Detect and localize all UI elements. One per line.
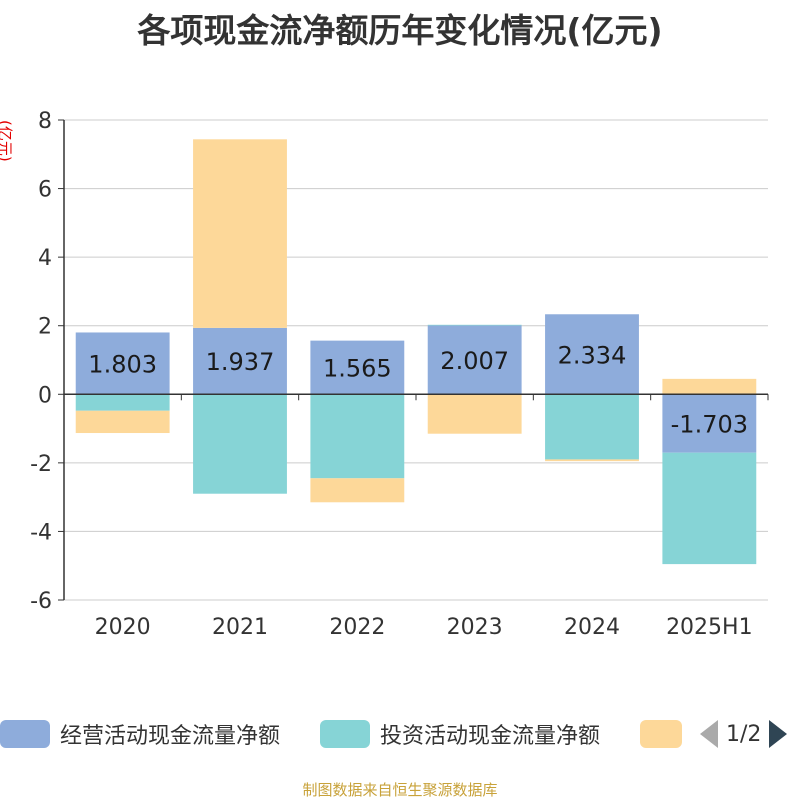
x-tick-label: 2025H1 [666,615,753,640]
bar-2020-series-0 [75,332,170,395]
bar-2025H1-series-2 [662,378,757,395]
legend-swatch-investing [320,720,370,748]
bar-2024-series-2 [545,459,639,462]
bar-2021-series-0 [193,327,287,395]
y-tick-label: 4 [38,246,52,271]
data-label-2021: 1.937 [206,348,275,376]
bar-2025H1-series-1 [662,452,757,565]
legend-next-icon[interactable] [769,720,788,748]
legend-item-operating[interactable]: 经营活动现金流量净额 [0,716,280,752]
y-tick-label: -4 [30,520,52,545]
bar-series [75,139,757,565]
legend-label-operating: 经营活动现金流量净额 [60,724,281,749]
bar-2022-series-2 [310,478,405,503]
y-tick-label: -6 [30,589,52,614]
data-label-2025H1: -1.703 [671,410,748,438]
data-label-2022: 1.565 [323,354,392,382]
data-labels: 1.803 1.937 1.565 2.007 2.334 -1.703 [88,341,748,438]
grid-lines [64,119,768,601]
data-label-2023: 2.007 [440,347,509,375]
bar-2023-series-1 [427,324,522,326]
y-tick-label: 6 [38,178,52,203]
bar-chart: 8 6 4 2 0 -2 -4 -6 2020 2021 2022 2023 2024 2025H1 1.… [30,109,769,640]
bar-2021-series-1 [193,394,287,494]
legend-swatch-operating [0,720,50,748]
bar-2023-series-0 [427,325,522,395]
legend-prev-icon[interactable] [700,720,718,748]
chart-title: 各项现金流净额历年变化情况(亿元) [137,11,663,50]
legend-swatch-financing [640,720,682,748]
x-tick-label: 2020 [95,615,151,640]
bar-2022-series-0 [310,340,405,395]
data-label-2020: 1.803 [88,350,157,378]
bar-2022-series-1 [310,394,405,479]
bar-2020-series-1 [75,394,170,411]
bar-2024-series-1 [545,394,639,460]
x-tick-label: 2024 [564,615,620,640]
legend-item-investing[interactable]: 投资活动现金流量净额 [320,716,600,752]
x-tick-label: 2023 [447,615,503,640]
y-tick-label: 0 [38,383,52,408]
y-tick-label: 2 [38,315,52,340]
bar-2023-series-2 [427,394,522,434]
legend-page-indicator: 1/2 [726,721,762,747]
axes: 8 6 4 2 0 -2 -4 -6 2020 2021 2022 2023 2024 2025H1 [30,109,769,640]
y-tick-label: -2 [30,452,52,477]
bar-2024-series-0 [545,314,639,395]
x-tick-label: 2022 [329,615,385,640]
data-label-2024: 2.334 [558,341,627,369]
bar-2020-series-2 [75,410,170,434]
bar-2025H1-series-0 [662,394,757,453]
legend-label-investing: 投资活动现金流量净额 [380,724,601,749]
data-source: 制图数据来自恒生聚源数据库 [302,781,498,799]
y-tick-label: 8 [38,109,52,134]
legend-item-financing[interactable] [640,716,682,752]
legend-pager: 1/2 [700,716,788,752]
bar-2021-series-2 [193,139,287,328]
legend: 经营活动现金流量净额 投资活动现金流量净额 1/2 [0,716,800,752]
x-tick-label: 2021 [212,615,268,640]
